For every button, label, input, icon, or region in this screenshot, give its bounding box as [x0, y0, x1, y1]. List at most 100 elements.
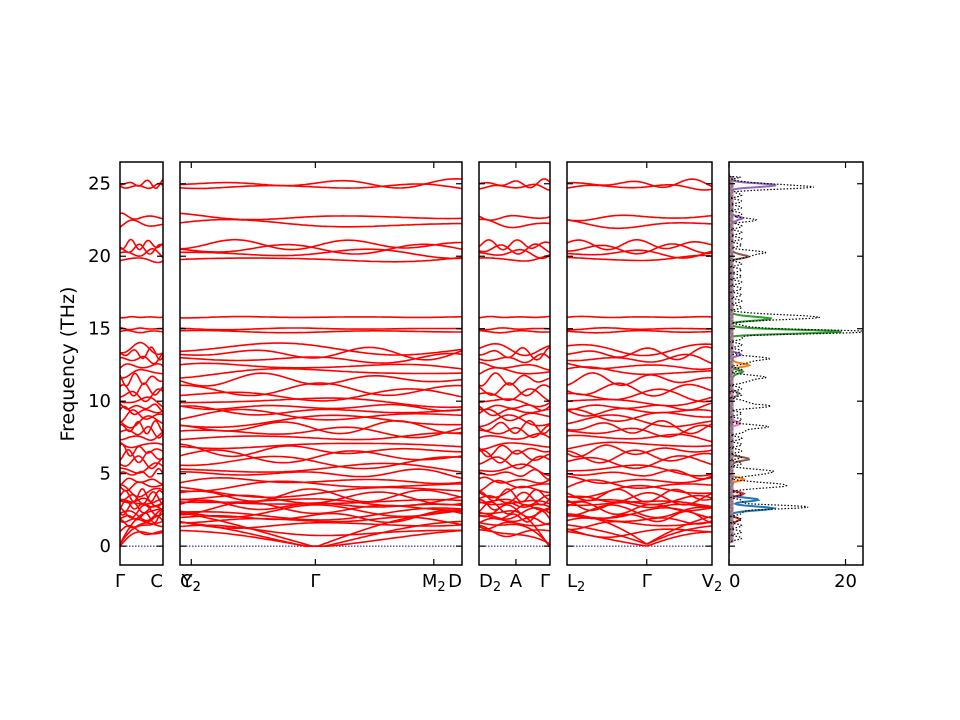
phonon-band [120, 477, 163, 486]
x-tick-label: L2 [567, 571, 585, 595]
phonon-band [120, 212, 163, 220]
phonon-band [567, 414, 712, 428]
phonon-band [567, 254, 712, 262]
phonon-band [180, 243, 462, 255]
phonon-band [567, 444, 712, 458]
phonon-band [479, 214, 550, 221]
phonon-band [120, 248, 163, 258]
y-tick-label: 20 [88, 246, 111, 267]
x-tick-label: V2 [702, 571, 723, 595]
phonon-band [479, 372, 550, 387]
y-axis-label: Frequency (THz) [57, 287, 79, 442]
phonon-band [180, 256, 462, 263]
phonon-band [120, 257, 163, 264]
phonon-band [479, 248, 550, 260]
phonon-band [479, 178, 550, 189]
phonon-band [180, 372, 462, 387]
x-tick-label: D [448, 571, 462, 592]
phonon-band [479, 404, 550, 412]
phonon-band [180, 504, 462, 518]
phonon-band [567, 382, 712, 397]
phonon-band [180, 177, 462, 189]
phonon-band [180, 408, 462, 421]
phonon-band [180, 419, 462, 435]
x-tick-label: M2 [422, 571, 446, 595]
phonon-band [567, 479, 712, 489]
dos-panel [729, 173, 863, 554]
phonon-band [479, 491, 550, 506]
phonon-band [567, 388, 712, 403]
phonon-band [479, 476, 550, 484]
phonon-band [567, 372, 712, 387]
phonon-band [180, 486, 462, 499]
phonon-band [567, 433, 712, 443]
phonon-band [479, 455, 550, 470]
phonon-band [479, 315, 550, 319]
phonon-band [180, 212, 462, 221]
phonon-band [120, 326, 163, 331]
phonon-band [120, 382, 163, 397]
phonon-band [567, 214, 712, 222]
phonon-band [567, 315, 712, 319]
phonon-band [479, 485, 550, 499]
phonon-band [120, 341, 163, 356]
phonon-band [180, 397, 462, 409]
y-tick-label: 25 [88, 174, 111, 195]
phonon-band [479, 521, 550, 530]
phonon-band [120, 409, 163, 423]
x-tick-label: Γ [310, 571, 320, 592]
phonon-band [479, 343, 550, 357]
phonon-band [567, 184, 712, 191]
acoustic-branch [120, 508, 163, 545]
phonon-band [180, 329, 462, 334]
phonon-band [180, 449, 462, 464]
dos-x-tick-label: 20 [834, 571, 857, 592]
band-panel-frame [119, 161, 164, 566]
phonon-band [567, 249, 712, 259]
phonon-band [180, 362, 462, 370]
phonon-band [180, 414, 462, 428]
band-panel-1 [120, 178, 163, 547]
phonon-band [180, 524, 462, 537]
phonon-band [479, 382, 550, 397]
x-tick-label: Y2 [181, 571, 201, 595]
x-tick-label: C [150, 571, 163, 592]
phonon-band [479, 516, 550, 526]
acoustic-branch [180, 529, 462, 547]
bands-layer [120, 177, 712, 548]
phonon-band [180, 520, 462, 529]
phonon-band [479, 254, 550, 262]
phonon-band [180, 405, 462, 416]
phonon-band [120, 372, 163, 387]
phonon-band [479, 432, 550, 440]
phonon-band [567, 469, 712, 480]
phonon-band [479, 408, 550, 422]
phonon-band [180, 476, 462, 485]
phonon-band [479, 494, 550, 506]
phonon-band [567, 419, 712, 435]
phonon-band [567, 366, 712, 376]
phonon-band [479, 366, 550, 375]
phonon-band [120, 415, 163, 429]
phonon-band [567, 500, 712, 508]
phonon-band [120, 238, 163, 251]
band-panel-4 [567, 178, 712, 547]
phonon-band [567, 449, 712, 464]
phonon-band [120, 462, 163, 474]
phonon-band [479, 420, 550, 435]
phonon-band [479, 504, 550, 518]
phonon-band [479, 524, 550, 538]
band-panel-frame [179, 161, 463, 566]
band-panel-2 [180, 177, 462, 548]
phonon-band [180, 315, 462, 319]
phonon-band [180, 443, 462, 458]
phonon-band [120, 182, 163, 190]
phonon-band [180, 462, 462, 473]
phonon-band [567, 243, 712, 255]
phonon-band [120, 504, 163, 519]
phonon-band [567, 475, 712, 485]
phonon-band [180, 507, 462, 521]
phonon-band [180, 488, 462, 503]
x-tick-label: Γ [642, 571, 652, 592]
